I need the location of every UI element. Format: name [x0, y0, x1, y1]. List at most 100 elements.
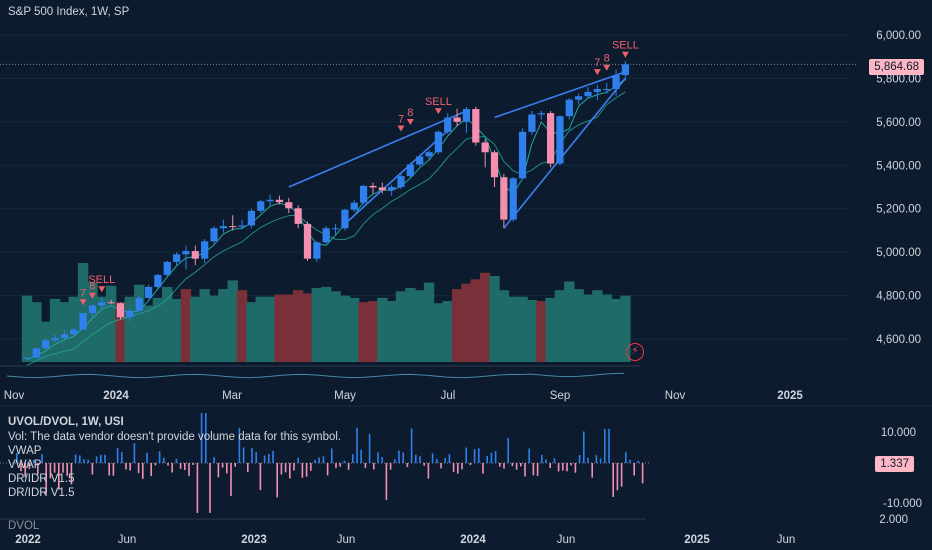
subpane-bar: [528, 448, 530, 463]
subpane-bar: [347, 463, 350, 470]
subpane-bar: [205, 413, 207, 463]
signal-label: 8: [407, 107, 413, 119]
volume-bar: [105, 285, 117, 362]
subpane-bar: [368, 433, 371, 463]
candle-body: [360, 185, 368, 203]
candle-body: [313, 242, 321, 259]
volume-bar: [517, 296, 528, 362]
volume-bar: [330, 291, 341, 362]
candle-body: [472, 109, 480, 143]
volume-bar: [508, 296, 519, 362]
subpane-bar: [583, 431, 585, 463]
x-tick-top: 2024: [103, 390, 129, 402]
subpane-bar: [188, 463, 190, 477]
candle-body: [481, 142, 489, 153]
volume-bar: [264, 296, 276, 362]
signal-arrow: [603, 64, 611, 71]
subpane-bar: [473, 449, 476, 463]
volume-bar: [21, 295, 33, 362]
subpane-bar: [196, 463, 199, 513]
subpane-price-tag: 1.337: [875, 456, 914, 472]
candle-body: [500, 177, 508, 220]
candle-body: [612, 75, 620, 90]
volume-bar: [77, 262, 89, 362]
subpane-bar: [255, 452, 257, 463]
subpane-bar: [20, 463, 22, 472]
subpane-bar: [457, 463, 459, 474]
volume-bar: [180, 289, 192, 362]
candle-body: [201, 241, 209, 259]
subpane-bar: [377, 452, 379, 463]
candle-body: [182, 251, 190, 255]
x-tick-top: Mar: [222, 390, 242, 402]
subpane-bar: [184, 463, 186, 470]
subpane-bar: [360, 449, 362, 463]
subpane-bar: [91, 463, 94, 475]
subpane-bar: [524, 463, 526, 477]
volume-bar: [236, 290, 248, 362]
volume-bar: [49, 298, 61, 362]
subpane-bar: [74, 454, 77, 463]
subpane-bar: [364, 463, 367, 468]
subpane-bar: [326, 463, 329, 476]
subpane-dridr-1: DR/IDR V1.5: [8, 473, 75, 485]
candle-body: [565, 99, 573, 117]
subpane-bar: [515, 463, 518, 470]
candle-body: [444, 117, 452, 132]
subpane-bar: [478, 448, 480, 463]
subpane-bar: [234, 463, 236, 467]
subpane-bar: [419, 456, 421, 463]
subpane-bar: [599, 458, 602, 463]
subpane-bar: [494, 451, 497, 463]
subpane-bar: [100, 454, 102, 463]
volume-bar: [592, 290, 603, 362]
volume-bar: [218, 289, 229, 362]
subpane-bar: [499, 463, 501, 467]
subpane-bar: [95, 456, 98, 463]
candle-body: [126, 310, 134, 318]
subpane-bar: [276, 463, 278, 498]
volume-bar: [358, 302, 369, 362]
subpane-bar: [213, 457, 215, 463]
subpane-bar: [431, 453, 434, 463]
subpane-bar: [87, 459, 89, 463]
candle-body: [98, 302, 106, 306]
subpane-bar: [381, 457, 383, 463]
candle-body: [144, 286, 153, 298]
subpane-bar: [604, 429, 606, 463]
volume-bar: [395, 291, 407, 362]
subpane-bar: [591, 463, 593, 478]
subpane-bar: [570, 463, 572, 466]
subpane-bar: [129, 463, 131, 471]
grid-lines: [0, 34, 932, 520]
x-tick-bottom: Jun: [337, 534, 356, 546]
candle-body: [518, 131, 527, 179]
x-tick-top: 2025: [777, 390, 803, 402]
y-tick-label: 5,200.00: [876, 204, 921, 216]
subpane-bar: [629, 459, 631, 463]
subpane-bar: [238, 427, 241, 463]
volume-bar: [461, 283, 472, 362]
oscillator-line: [6, 372, 625, 379]
volume-bar: [208, 295, 220, 362]
candle-body: [210, 228, 218, 242]
signal-label: 7: [594, 57, 600, 69]
subpane-bar: [557, 463, 560, 472]
subpane-bar: [608, 429, 610, 463]
volume-bar: [162, 286, 173, 362]
candle-body: [275, 199, 284, 203]
subpane-bar: [209, 463, 211, 513]
subpane-bar: [289, 463, 291, 479]
subpane-bar: [305, 463, 308, 477]
candle-body: [238, 225, 246, 227]
volume-bar: [582, 294, 594, 362]
subpane-bar: [104, 454, 106, 463]
subpane-bar: [410, 428, 413, 463]
flash-icon[interactable]: ⚡: [626, 343, 644, 361]
candle-body: [575, 96, 583, 100]
subpane-bar: [297, 457, 299, 463]
candle-body: [593, 89, 601, 92]
candle-body: [163, 261, 171, 275]
candle-body: [294, 208, 302, 224]
